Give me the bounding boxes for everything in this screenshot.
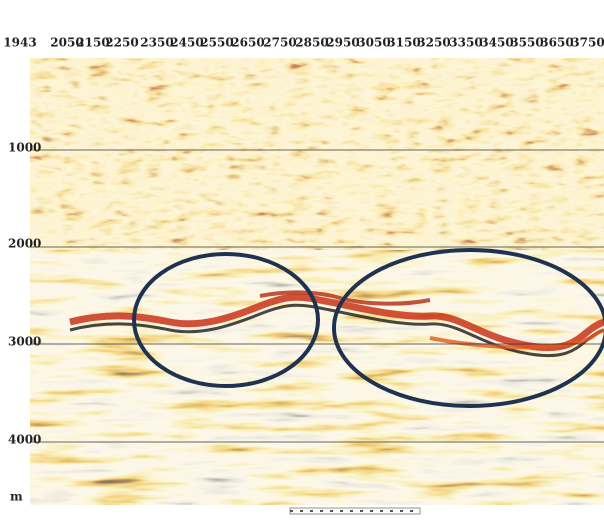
seismic-image	[30, 58, 604, 505]
unit-label: m	[10, 490, 23, 504]
page: {"top_labels": ["1943", "2050", "2150", …	[0, 0, 604, 527]
trace-label: 2250	[105, 36, 138, 50]
depth-label: 3000	[8, 335, 41, 349]
depth-label: 4000	[8, 433, 41, 447]
trace-label: 1943	[3, 36, 36, 50]
trace-label: 2450	[170, 36, 203, 50]
trace-label: 3450	[480, 36, 513, 50]
scale-bar	[290, 508, 420, 514]
seismic-section: 1943205021502250235024502550265027502850…	[0, 0, 604, 527]
trace-label: 2350	[140, 36, 173, 50]
trace-label: 3150	[387, 36, 420, 50]
depth-label: 1000	[8, 141, 41, 155]
trace-label: 2550	[200, 36, 233, 50]
trace-label: 2650	[231, 36, 264, 50]
trace-label: 3550	[510, 36, 543, 50]
depth-label: 2000	[8, 237, 41, 251]
trace-label: 3350	[449, 36, 482, 50]
trace-label: 3250	[417, 36, 450, 50]
trace-label: 3050	[357, 36, 390, 50]
trace-label: 3650	[540, 36, 573, 50]
trace-label: 3750	[571, 36, 604, 50]
trace-label: 2850	[295, 36, 328, 50]
trace-label: 2750	[263, 36, 296, 50]
trace-label: 2950	[326, 36, 359, 50]
